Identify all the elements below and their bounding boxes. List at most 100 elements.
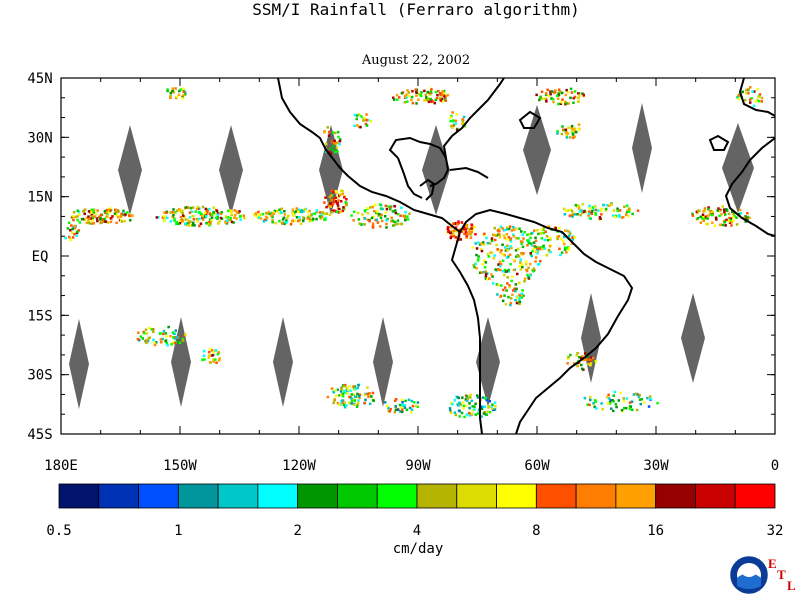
rain-pixel [531,231,534,235]
colorbar-label: 32 [767,523,784,539]
rain-pixel [315,211,318,214]
rain-pixel [126,211,129,214]
rain-pixel [529,262,532,266]
rain-pixel [315,217,318,221]
rain-pixel [565,136,569,139]
rain-pixel [267,212,270,215]
rain-pixel [257,210,260,214]
rain-pixel [476,259,480,262]
rain-pixel [518,296,521,299]
rain-pixel [94,212,98,215]
rain-pixel [283,222,286,226]
rain-pixel [627,215,630,218]
rain-pixel [229,218,232,222]
rain-pixel [461,396,464,399]
rain-pixel [356,403,359,407]
rain-pixel [616,209,619,213]
rain-pixel [170,343,173,346]
rain-pixel [446,227,450,231]
rain-pixel [169,96,172,99]
swath-gap [681,293,705,383]
rain-pixel [544,93,548,97]
rain-pixel [350,402,353,405]
rain-pixel [363,401,366,405]
rain-pixel [562,240,565,243]
rain-pixel [581,203,584,206]
rain-pixel [622,397,625,400]
rain-pixel [648,395,652,398]
rain-pixel [330,387,334,390]
rain-pixel [622,399,626,403]
swath-gap [118,125,142,215]
rain-pixel [358,396,361,400]
rain-pixel [745,91,748,95]
rain-pixel [71,236,75,239]
lat-label: 15N [27,190,52,206]
rain-pixel [345,404,348,407]
rain-pixel [536,229,539,232]
rain-pixel [145,339,148,342]
colorbar-swatch [217,483,259,509]
rain-pixel [589,363,592,367]
rain-pixel [434,98,438,102]
rain-pixel [341,190,344,193]
rain-pixel [196,220,199,223]
rain-pixel [122,211,126,214]
rain-pixel [166,343,169,347]
rain-pixel [639,402,642,406]
rain-pixel [573,213,576,216]
swath-gap [219,125,243,215]
rain-pixel [217,222,220,225]
rain-pixel [628,401,632,404]
rain-pixel [207,356,211,359]
rain-pixel [295,216,299,219]
rain-pixel [199,212,203,215]
rain-pixel [209,213,212,217]
rain-pixel [225,222,229,225]
rain-pixel [500,284,503,287]
rain-pixel [511,275,514,278]
rain-pixel [400,403,404,407]
rain-pixel [594,205,597,208]
rain-pixel [452,234,456,238]
rain-pixel [158,332,162,335]
rain-pixel [328,202,332,205]
rain-pixel [591,356,595,360]
swath-gap [373,317,393,407]
rain-pixel [526,233,529,236]
rain-pixel [463,415,466,419]
rain-pixel [440,97,444,101]
rain-pixel [174,329,177,332]
rain-pixel [337,211,340,214]
rain-pixel [371,206,375,209]
rain-pixel [409,411,413,414]
rain-pixel [545,235,549,238]
rain-pixel [513,287,516,290]
rain-pixel [507,227,511,231]
rain-pixel [623,406,626,410]
rain-pixel [520,296,524,299]
rain-pixel [540,97,544,100]
rain-pixel [210,213,214,217]
rain-pixel [468,230,471,234]
rain-pixel [623,205,626,208]
rain-pixel [232,221,235,224]
rain-pixel [324,196,327,199]
rain-pixel [470,223,473,226]
rain-pixel [724,224,727,227]
noaa-logo [730,556,768,594]
rain-pixel [339,393,343,397]
rain-pixel [378,212,381,216]
rain-pixel [393,220,397,224]
rain-pixel [565,134,568,137]
rain-pixel [571,238,574,241]
rain-pixel [451,126,454,129]
rain-pixel [340,387,343,390]
rain-pixel [503,236,506,240]
rain-pixel [336,388,339,391]
rain-pixel [538,98,541,102]
rain-pixel [695,210,699,213]
rain-pixel [152,338,155,342]
rain-pixel [504,270,507,273]
rain-pixel [481,405,485,408]
